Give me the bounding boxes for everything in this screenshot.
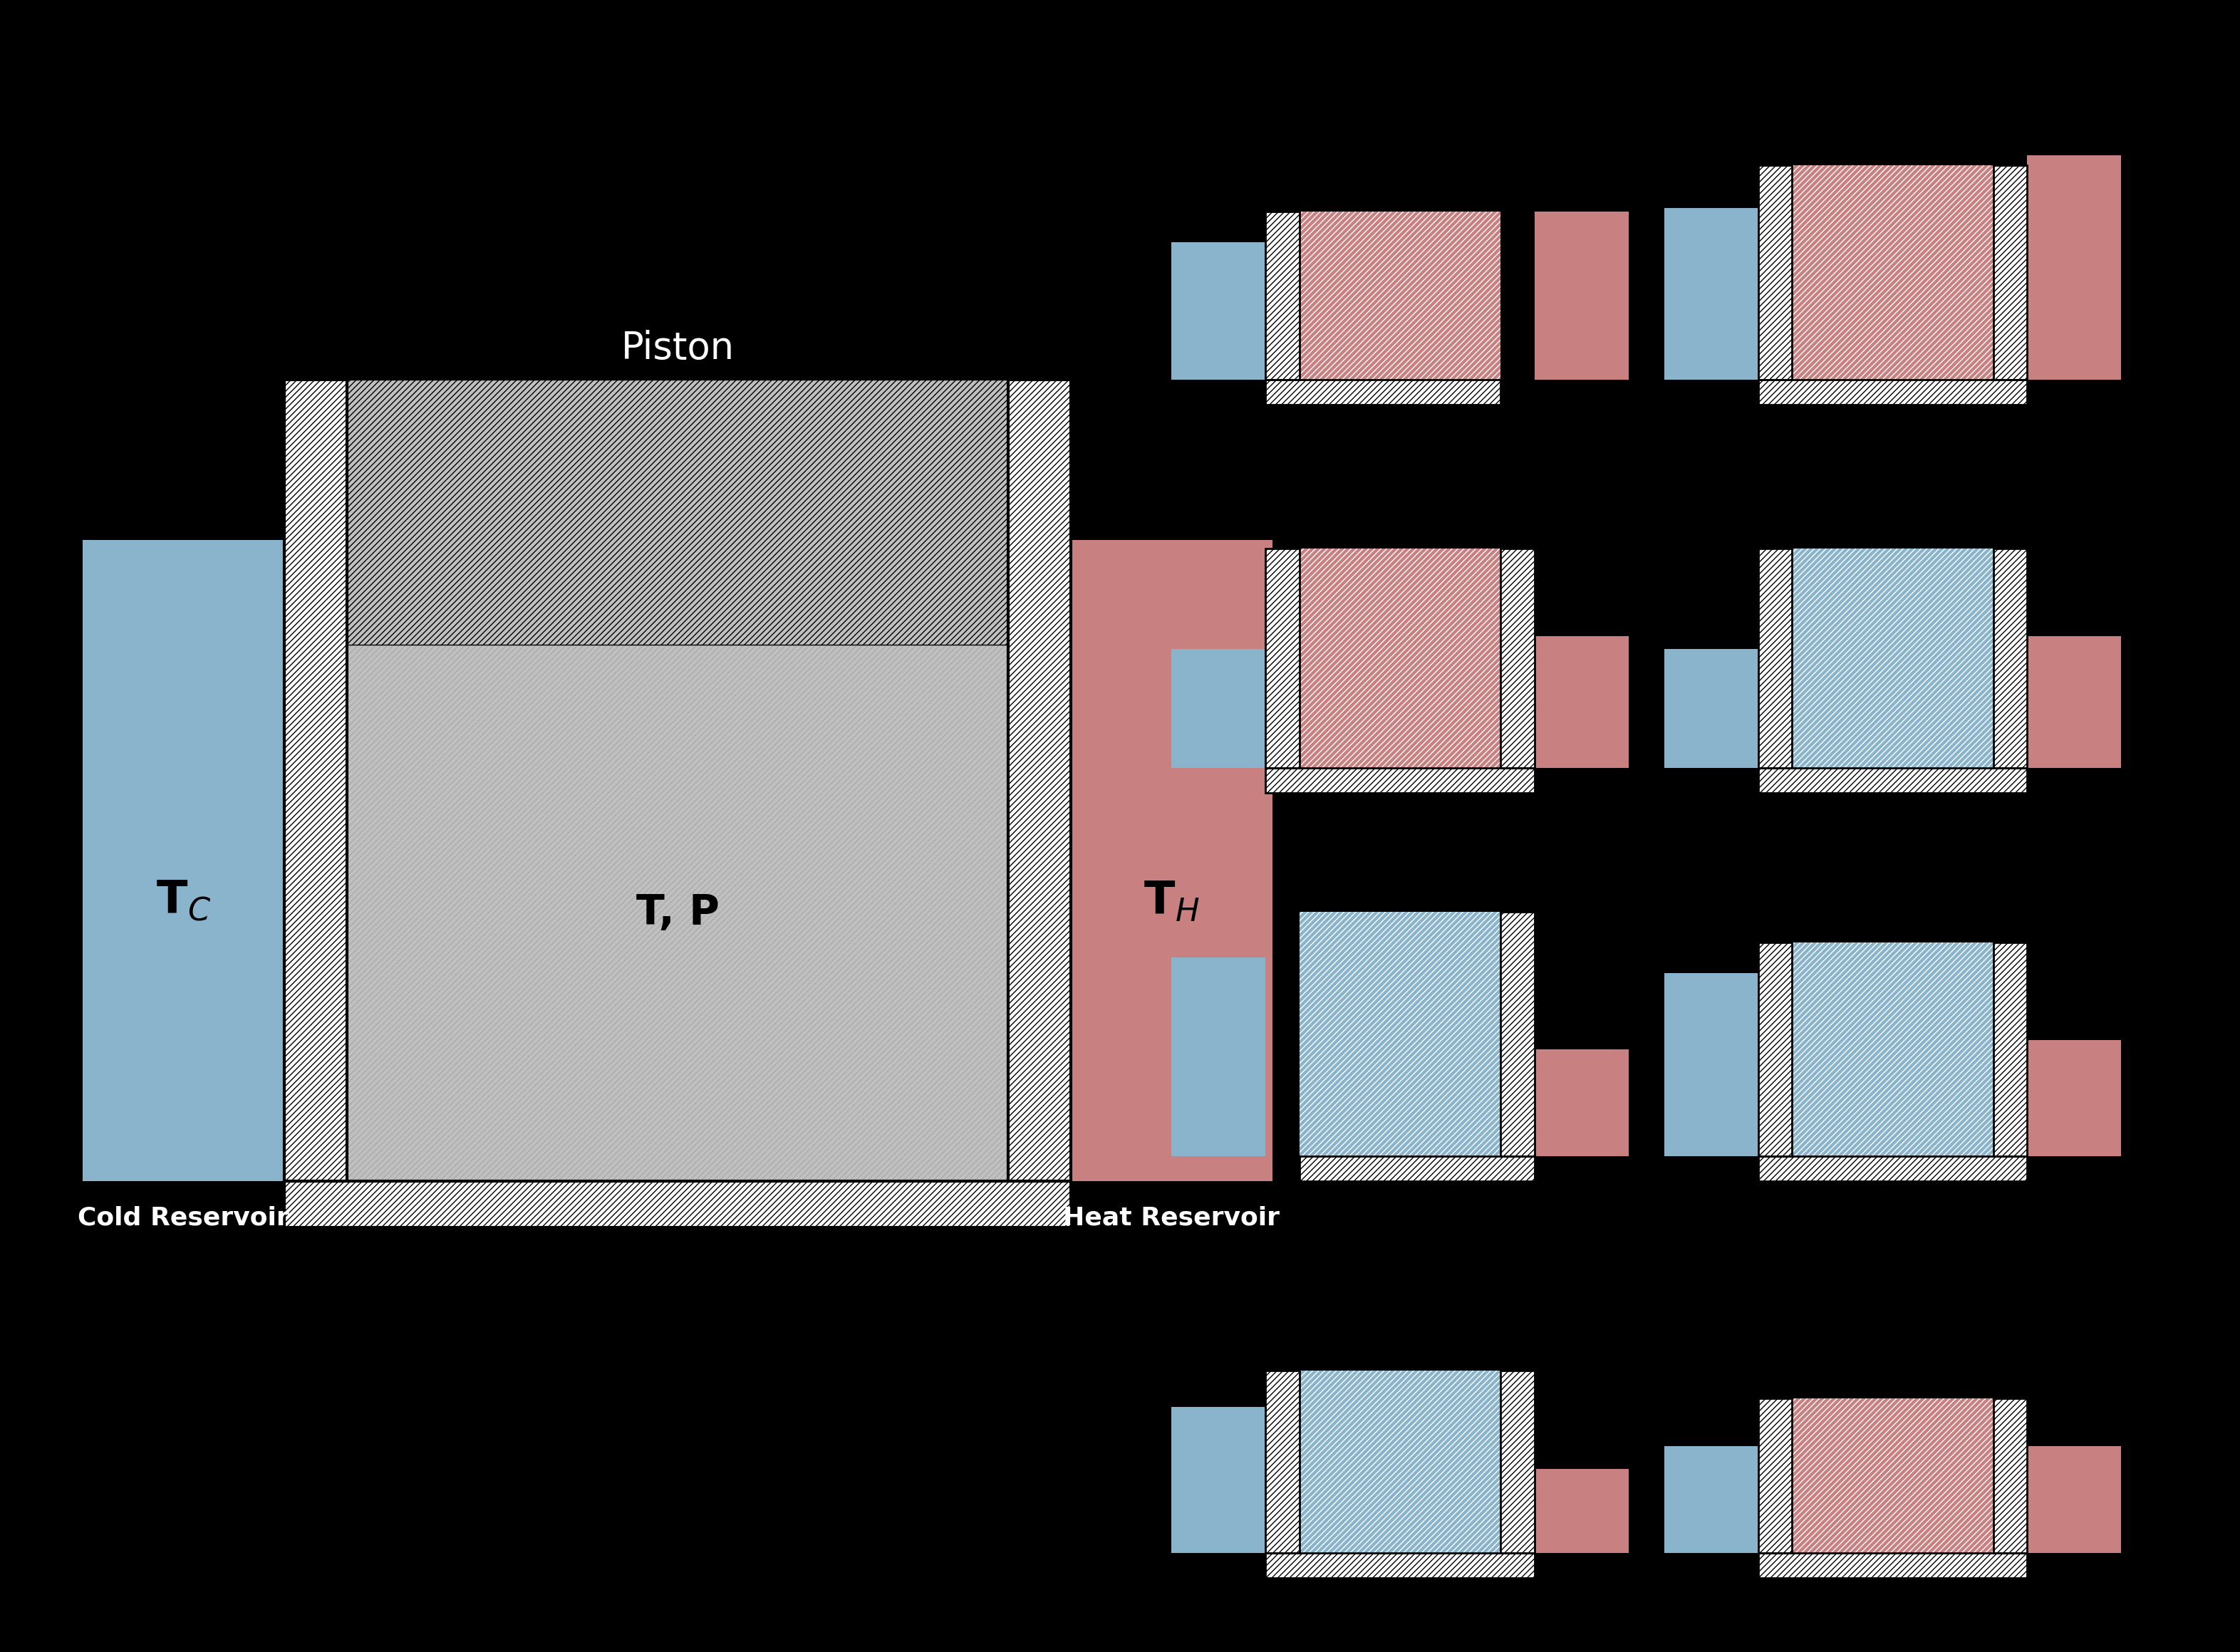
Bar — [1758, 1553, 2027, 1578]
Bar — [1266, 1371, 1299, 1553]
Bar — [1266, 548, 1299, 768]
Bar — [1758, 942, 1792, 1156]
Bar — [1792, 942, 1994, 1156]
Bar — [1994, 1398, 2027, 1553]
Bar — [1172, 958, 1266, 1156]
Bar — [1299, 1371, 1501, 1553]
Bar — [1994, 165, 2027, 380]
Bar — [1008, 380, 1071, 1181]
Bar — [1266, 380, 1501, 405]
Bar — [1758, 380, 2027, 405]
Bar — [1299, 912, 1501, 1156]
Bar — [284, 1181, 1071, 1227]
Bar — [1994, 548, 2027, 768]
Bar — [1792, 548, 1994, 768]
Bar — [1792, 548, 1994, 768]
Bar — [1266, 768, 1534, 793]
Bar — [1534, 211, 1628, 380]
Bar — [1758, 165, 1792, 380]
Text: T$_C$: T$_C$ — [157, 879, 211, 923]
Bar — [1758, 1156, 2027, 1181]
Bar — [1299, 211, 1501, 380]
Bar — [1758, 768, 2027, 793]
Bar — [1994, 548, 2027, 768]
Bar — [1758, 768, 2027, 793]
Bar — [1501, 912, 1534, 1156]
Bar — [1501, 1371, 1534, 1553]
Bar — [1534, 1049, 1628, 1156]
Bar — [1299, 548, 1501, 768]
Bar — [1994, 165, 2027, 380]
Bar — [1172, 243, 1266, 380]
Bar — [1994, 942, 2027, 1156]
Bar — [1266, 211, 1299, 380]
Bar — [1758, 548, 1792, 768]
Bar — [347, 380, 1008, 644]
Bar — [2027, 1041, 2121, 1156]
Bar — [1664, 649, 1758, 768]
Bar — [1266, 380, 1501, 405]
Bar — [1299, 912, 1501, 1156]
Bar — [1071, 540, 1272, 1181]
Bar — [1266, 211, 1299, 380]
Bar — [1758, 1156, 2027, 1181]
Bar — [1792, 165, 1994, 380]
Bar — [1299, 1156, 1534, 1181]
Bar — [1758, 1553, 2027, 1578]
Bar — [2027, 636, 2121, 768]
Bar — [1792, 165, 1994, 380]
Bar — [1664, 1446, 1758, 1553]
Bar — [1792, 942, 1994, 1156]
Bar — [347, 644, 1008, 1181]
Bar — [1266, 548, 1299, 768]
Bar — [1534, 636, 1628, 768]
Bar — [1758, 165, 1792, 380]
Bar — [1501, 912, 1534, 1156]
Bar — [1792, 1398, 1994, 1553]
Text: T$_H$: T$_H$ — [1142, 879, 1201, 923]
Bar — [1501, 548, 1534, 768]
Bar — [83, 540, 284, 1181]
Bar — [1994, 1398, 2027, 1553]
Bar — [1008, 380, 1071, 1181]
Text: Heat Reservoir: Heat Reservoir — [1064, 1206, 1279, 1231]
Bar — [1266, 1371, 1299, 1553]
Bar — [1758, 548, 1792, 768]
Bar — [1994, 942, 2027, 1156]
Bar — [1299, 1156, 1534, 1181]
Bar — [1758, 1398, 1792, 1553]
Text: T, P: T, P — [636, 892, 719, 933]
Bar — [1501, 548, 1534, 768]
Bar — [347, 644, 1008, 1181]
Bar — [1534, 1469, 1628, 1553]
Bar — [2027, 1446, 2121, 1553]
Bar — [1299, 548, 1501, 768]
Bar — [284, 1181, 1071, 1227]
Text: Cold Reservoir: Cold Reservoir — [78, 1206, 289, 1231]
Bar — [1266, 1553, 1534, 1578]
Bar — [1758, 380, 2027, 405]
Bar — [1664, 208, 1758, 380]
Bar — [2027, 155, 2121, 380]
Bar — [1299, 211, 1501, 380]
Bar — [1758, 1398, 1792, 1553]
Bar — [1172, 649, 1266, 768]
Bar — [1792, 1398, 1994, 1553]
Bar — [284, 380, 347, 1181]
Bar — [1299, 1371, 1501, 1553]
Bar — [1758, 942, 1792, 1156]
Text: Piston: Piston — [620, 330, 735, 367]
Bar — [284, 380, 347, 1181]
Bar — [1501, 1371, 1534, 1553]
Bar — [1266, 768, 1534, 793]
Bar — [1266, 1553, 1534, 1578]
Bar — [1664, 973, 1758, 1156]
Bar — [1172, 1408, 1266, 1553]
